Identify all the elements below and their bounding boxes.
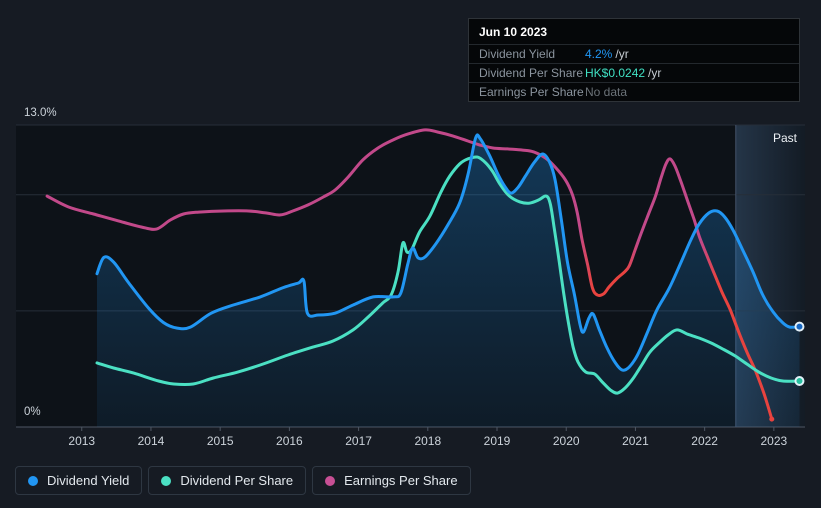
dividend-per-share-line: [95, 155, 801, 395]
dividend-per-share-end-marker[interactable]: [794, 376, 805, 387]
legend-item-earnings-per-share[interactable]: Earnings Per Share: [312, 466, 471, 495]
x-tick-label: 2013: [68, 434, 95, 448]
tooltip-label: Dividend Yield: [479, 47, 556, 61]
earnings-per-share-line: [45, 128, 774, 421]
legend-label: Dividend Yield: [47, 473, 130, 488]
x-tick-label: 2019: [484, 434, 511, 448]
legend-item-dividend-per-share[interactable]: Dividend Per Share: [148, 466, 307, 495]
tooltip-value: HK$0.0242: [585, 66, 646, 80]
tooltip-label: Dividend Per Share: [479, 66, 584, 80]
dividend-yield-end-marker[interactable]: [794, 321, 805, 332]
chart-legend: Dividend Yield Dividend Per Share Earnin…: [15, 466, 471, 495]
y-axis-max-label: 13.0%: [24, 107, 57, 119]
earnings-per-share-swatch-icon: [325, 475, 336, 486]
tooltip-value-suffix: /yr: [648, 66, 662, 80]
x-tick-label: 2018: [414, 434, 441, 448]
y-axis-min-label: 0%: [24, 406, 41, 418]
dividend-yield-line: [95, 133, 801, 372]
dividend-history-chart[interactable]: 2013 2014 2015 2016 2017 2018 2019 2020 2021 2022…: [0, 0, 821, 460]
tooltip-value-suffix: /yr: [615, 47, 629, 61]
tooltip-row-dividend-yield: Dividend Yield 4.2% /yr: [469, 44, 799, 63]
tooltip-value: 4.2%: [585, 47, 613, 61]
tooltip-value: No data: [585, 85, 628, 99]
tooltip-date: Jun 10 2023: [479, 25, 548, 39]
chart-tooltip: Jun 10 2023 Dividend Yield 4.2% /yr Divi…: [468, 18, 800, 102]
x-tick-label: 2020: [553, 434, 580, 448]
tooltip-label: Earnings Per Share: [479, 85, 584, 99]
tooltip-row-dividend-per-share: Dividend Per Share HK$0.0242 /yr: [469, 63, 799, 82]
x-tick-label: 2016: [276, 434, 303, 448]
earnings-per-share-end-point: [769, 416, 775, 422]
x-tick-label: 2022: [691, 434, 718, 448]
x-tick-label: 2014: [138, 434, 165, 448]
dividend-yield-swatch-icon: [28, 475, 38, 486]
x-tick-label: 2021: [622, 434, 649, 448]
x-tick-label: 2015: [207, 434, 234, 448]
x-tick-label: 2023: [761, 434, 788, 448]
dividend-per-share-swatch-icon: [161, 475, 172, 486]
legend-item-dividend-yield[interactable]: Dividend Yield: [15, 466, 143, 495]
x-tick-label: 2017: [345, 434, 372, 448]
legend-label: Dividend Per Share: [180, 473, 294, 488]
past-region-label: Past: [772, 131, 797, 145]
dividend-yield-area: [97, 134, 800, 427]
legend-label: Earnings Per Share: [344, 473, 458, 488]
tooltip-row-earnings-per-share: Earnings Per Share No data: [469, 82, 799, 101]
